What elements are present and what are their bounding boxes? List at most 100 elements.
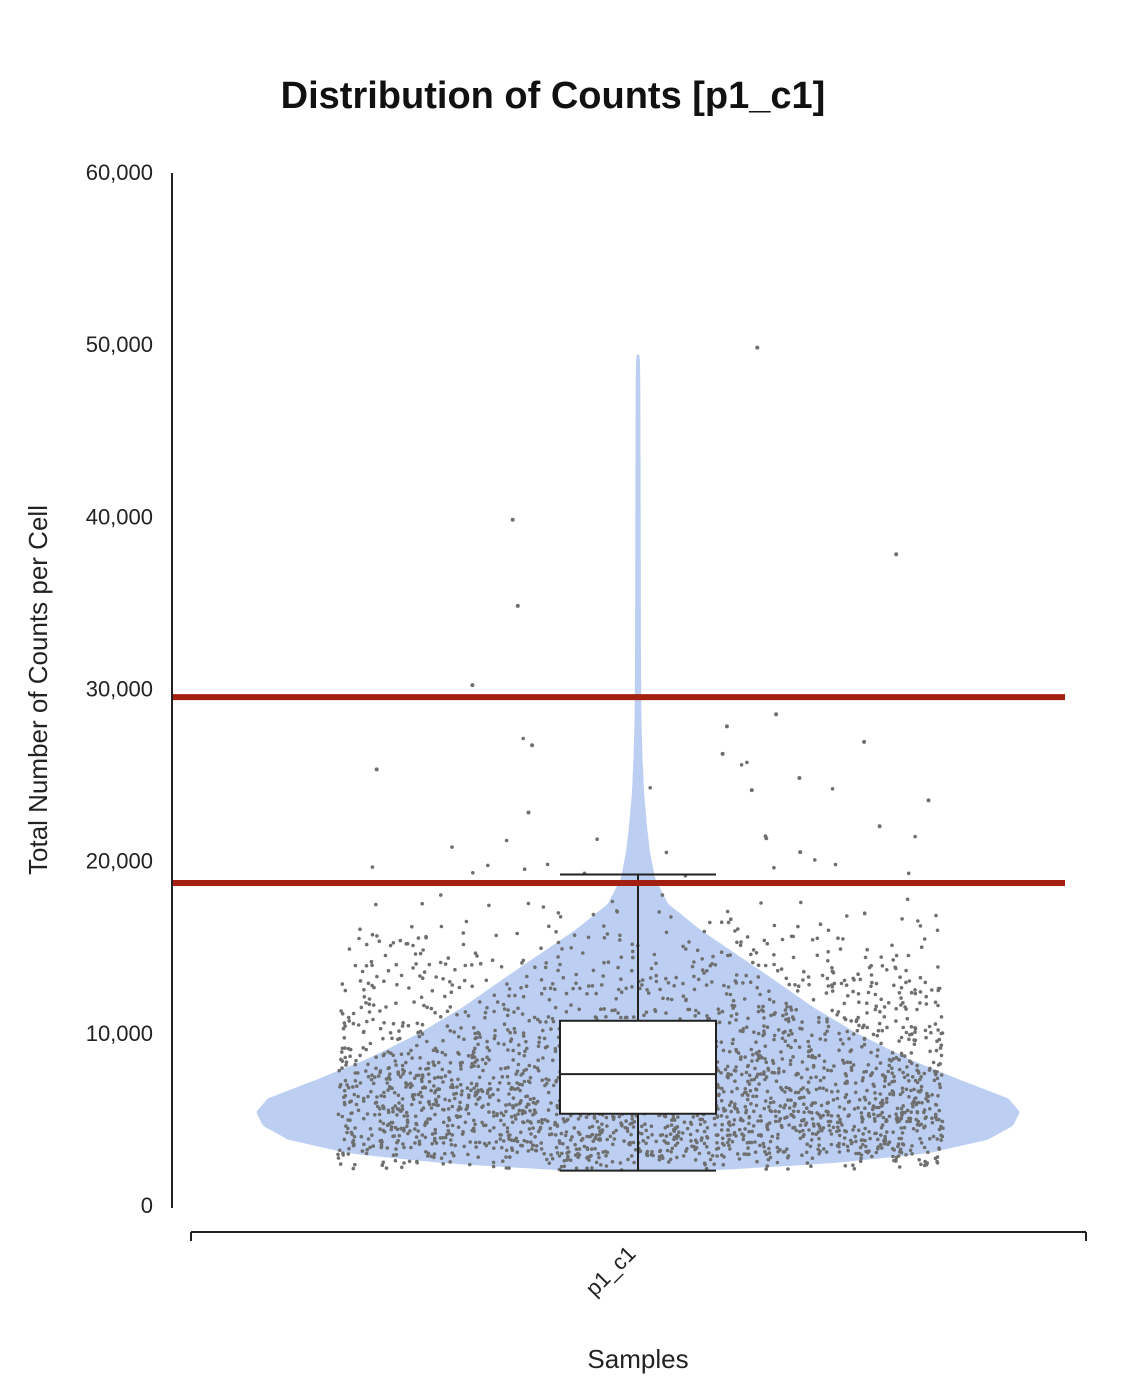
jitter-point <box>702 1129 707 1134</box>
jitter-point <box>719 1040 724 1044</box>
jitter-point <box>779 967 784 971</box>
jitter-point <box>397 1101 401 1105</box>
jitter-point <box>572 1126 577 1130</box>
jitter-point <box>630 968 634 973</box>
jitter-point <box>818 1126 822 1131</box>
jitter-point <box>430 1132 435 1136</box>
jitter-point <box>401 1142 405 1146</box>
jitter-point <box>507 987 512 991</box>
jitter-point <box>382 979 386 983</box>
jitter-point <box>615 909 619 913</box>
jitter-point <box>681 1154 686 1158</box>
jitter-point <box>885 1025 889 1030</box>
jitter-point <box>456 1035 461 1039</box>
jitter-point <box>681 1131 685 1135</box>
jitter-point <box>448 980 452 984</box>
jitter-point <box>892 983 896 988</box>
jitter-point <box>420 1094 424 1099</box>
jitter-point <box>502 1042 506 1047</box>
jitter-point <box>547 1078 551 1082</box>
jitter-point <box>378 1069 383 1073</box>
jitter-point <box>770 1134 774 1139</box>
jitter-point <box>758 1143 762 1148</box>
jitter-point <box>504 1109 508 1114</box>
jitter-point <box>705 1126 710 1130</box>
outlier-point <box>877 824 882 829</box>
jitter-point <box>724 992 729 996</box>
jitter-point <box>466 1152 470 1157</box>
jitter-point <box>345 1130 349 1135</box>
jitter-point <box>800 1020 804 1024</box>
jitter-point <box>338 1148 342 1153</box>
jitter-point <box>907 1037 911 1042</box>
jitter-point <box>781 1150 786 1154</box>
jitter-point <box>483 1010 488 1015</box>
jitter-point <box>933 1156 938 1161</box>
jitter-point <box>915 1129 919 1133</box>
jitter-point <box>903 1054 907 1058</box>
jitter-point <box>806 1039 810 1044</box>
jitter-point <box>880 1098 885 1103</box>
jitter-point <box>399 1052 404 1056</box>
jitter-point <box>540 1078 544 1082</box>
jitter-point <box>370 932 375 937</box>
jitter-point <box>648 786 652 790</box>
jitter-point <box>533 1135 537 1139</box>
jitter-point <box>347 1019 352 1023</box>
jitter-point <box>894 966 898 971</box>
jitter-point <box>748 980 753 984</box>
jitter-point <box>605 1124 609 1128</box>
jitter-point <box>857 1023 861 1028</box>
jitter-point <box>413 1141 417 1145</box>
jitter-point <box>483 1061 488 1066</box>
jitter-point <box>811 1063 816 1068</box>
jitter-point <box>378 1026 383 1031</box>
jitter-point <box>539 946 543 950</box>
jitter-point <box>899 996 903 1000</box>
jitter-point <box>384 1166 389 1170</box>
jitter-point <box>644 1128 648 1133</box>
jitter-point <box>789 1045 793 1050</box>
jitter-point <box>519 986 523 990</box>
jitter-point <box>913 1030 917 1034</box>
jitter-point <box>887 1063 892 1068</box>
jitter-point <box>728 1133 732 1137</box>
jitter-point <box>886 1069 890 1074</box>
jitter-point <box>650 1150 654 1154</box>
jitter-point <box>844 983 849 987</box>
jitter-point <box>862 1070 866 1074</box>
jitter-point <box>696 1011 701 1015</box>
jitter-point <box>744 973 748 978</box>
jitter-point <box>375 934 379 938</box>
jitter-point <box>865 947 869 952</box>
jitter-point <box>766 1066 770 1071</box>
jitter-point <box>412 1000 416 1004</box>
jitter-point <box>551 1083 556 1088</box>
jitter-point <box>777 1066 781 1071</box>
jitter-point <box>555 1123 559 1127</box>
jitter-point <box>725 1064 730 1069</box>
jitter-point <box>858 1145 863 1150</box>
jitter-point <box>693 1014 697 1018</box>
jitter-point <box>796 984 801 988</box>
jitter-point <box>717 1085 721 1090</box>
jitter-point <box>732 1004 737 1008</box>
jitter-point <box>394 1063 398 1067</box>
jitter-point <box>866 990 871 995</box>
jitter-point <box>681 944 685 949</box>
jitter-point <box>726 1121 731 1126</box>
jitter-point <box>758 1114 763 1118</box>
jitter-point <box>404 1081 409 1086</box>
jitter-point <box>468 1140 473 1144</box>
jitter-point <box>480 1120 484 1125</box>
jitter-point <box>781 1013 785 1018</box>
jitter-point <box>514 1103 518 1107</box>
jitter-point <box>604 1015 608 1019</box>
jitter-point <box>526 1079 531 1084</box>
jitter-point <box>594 991 598 996</box>
jitter-point <box>763 1044 768 1048</box>
jitter-point <box>520 1143 525 1148</box>
jitter-point <box>375 1095 379 1099</box>
jitter-point <box>793 1090 798 1095</box>
outlier-point <box>470 683 475 688</box>
